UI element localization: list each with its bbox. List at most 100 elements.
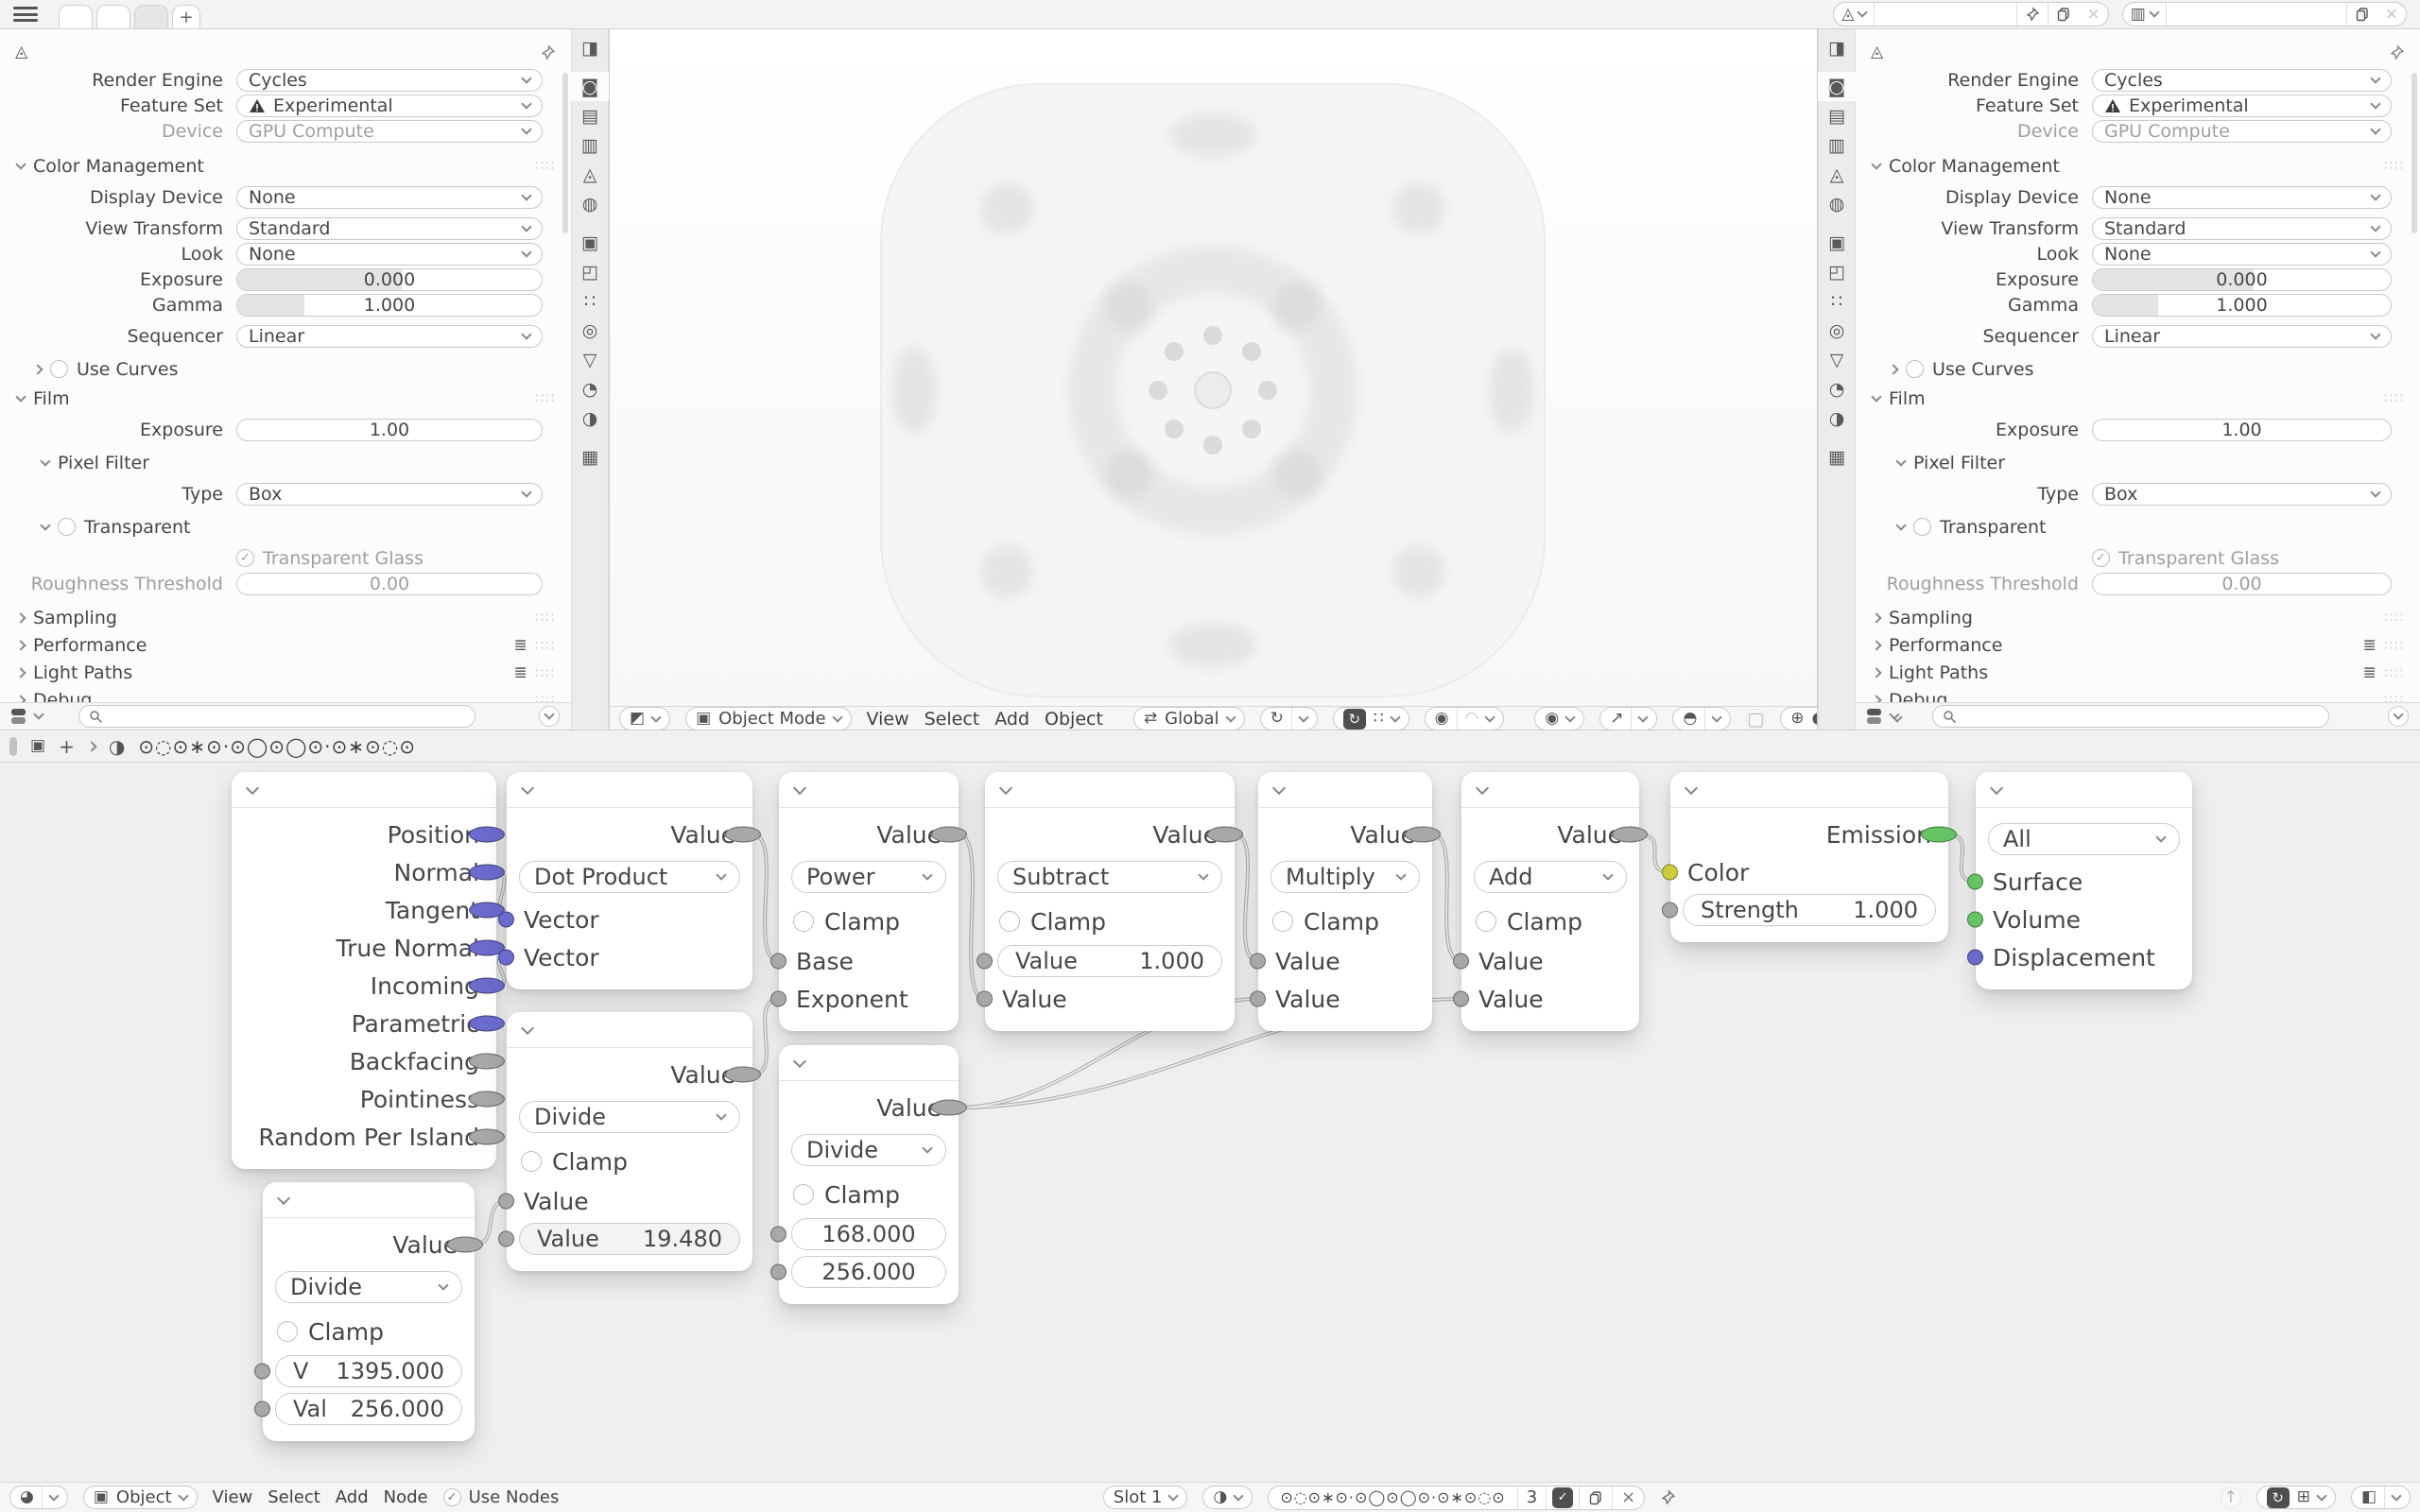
socket-value-in[interactable] [770,1226,786,1243]
tab-output-icon[interactable]: ▤ [1828,105,1845,127]
node-collapse-icon[interactable] [1976,772,2192,808]
clamp-checkbox[interactable] [277,1321,298,1342]
menu-view[interactable]: View [212,1487,253,1507]
filter-toggle-icon[interactable] [11,709,26,724]
node-math-add[interactable]: Value Add Clamp Value Value [1453,772,1648,1031]
operation-select[interactable]: Divide [519,1101,740,1133]
roughness-threshold-field[interactable]: 0.00 [2092,572,2392,595]
clamp-checkbox[interactable] [1476,911,1496,932]
section-sampling[interactable]: Sampling ∷∷ [1856,604,2420,631]
feature-set-select[interactable]: Experimental [236,94,543,117]
render-engine-select[interactable]: Cycles [236,68,543,92]
socket-exponent-in[interactable] [770,990,786,1007]
socket-value-out[interactable] [1405,826,1441,843]
pixel-filter-type-select[interactable]: Box [2092,482,2392,506]
section-sampling[interactable]: Sampling ∷∷ [0,604,571,631]
preset-list-icon[interactable]: ≣ [2362,662,2378,682]
material-slot-select[interactable]: Slot 1 [1102,1486,1188,1509]
value-field[interactable]: Val 256.000 [275,1393,462,1425]
look-select[interactable]: None [236,242,543,266]
operation-select[interactable]: Subtract [997,861,1222,893]
node-collapse-icon[interactable] [779,1045,959,1081]
node-math-subtract[interactable]: Value Subtract Clamp Value 1.000 Value [977,772,1243,1031]
viewport-3d[interactable]: ◩ ▣ Object Mode View Select Add Object ⇄ G… [610,29,1941,730]
clamp-checkbox[interactable] [793,1184,814,1205]
section-use-curves[interactable]: Use Curves [1856,356,2420,382]
operation-select[interactable]: Divide [275,1271,462,1303]
gamma-slider[interactable]: 1.000 [236,293,543,317]
workspace-tab-active[interactable] [134,5,168,28]
section-film[interactable]: Film ∷∷ [1856,386,2420,411]
transparent-checkbox[interactable] [58,518,76,536]
strength-field[interactable]: Strength 1.000 [1683,894,1936,926]
scene-selector[interactable]: ◬ × [1833,2,2109,26]
scrollbar[interactable] [562,73,568,233]
socket-value-in[interactable] [498,1230,514,1247]
tab-physics-icon[interactable]: ◎ [581,319,598,341]
node-math-divide-a[interactable]: Value Divide Clamp Value Value 19.480 [498,1012,761,1271]
roughness-threshold-field[interactable]: 0.00 [236,572,543,595]
section-color-management[interactable]: Color Management ∷∷ [1856,153,2420,179]
view-transform-select[interactable]: Standard [236,216,543,240]
device-select[interactable]: GPU Compute [236,119,543,143]
node-collapse-icon[interactable] [1461,772,1639,808]
tab-world-icon[interactable]: ◍ [1828,193,1845,215]
socket-value-out[interactable] [931,1099,967,1116]
feature-set-select[interactable]: Experimental [2092,94,2392,117]
menu-add[interactable]: Add [335,1487,369,1507]
menu-add[interactable]: Add [994,708,1030,730]
socket-value-out[interactable] [725,826,761,843]
display-device-select[interactable]: None [2092,185,2392,209]
exposure-slider[interactable]: 0.000 [2092,267,2392,291]
socket-surface-in[interactable] [1967,873,1983,890]
visibility-dropdown[interactable]: ◉ [1534,707,1585,730]
output-target-select[interactable]: All [1988,823,2180,855]
section-debug[interactable]: Debug ∷∷ [0,686,571,702]
film-exposure-field[interactable]: 1.00 [2092,418,2392,441]
tab-scene-icon[interactable]: ◬ [1829,163,1844,185]
node-vector-math-dot-product[interactable]: Value Dot Product Vector Vector [498,772,761,989]
node-collapse-icon[interactable] [1670,772,1948,808]
editor-corner-handle[interactable] [9,736,17,756]
pin-icon[interactable] [2017,3,2048,26]
pixel-filter-type-select[interactable]: Box [236,482,543,506]
tab-particles-icon[interactable]: ∷ [583,290,596,312]
section-performance[interactable]: Performance ≣ ∷∷ [1856,631,2420,659]
node-math-divide-c[interactable]: Value Divide Clamp V 1395.000 Val 256.000 [254,1182,483,1441]
node-material-output[interactable]: All Surface Volume Displacement [1967,772,2192,989]
socket-value-in[interactable] [1453,990,1469,1007]
fake-user-toggle[interactable]: ✓ [1546,1486,1579,1509]
node-collapse-icon[interactable] [1258,772,1432,808]
transform-orientation-select[interactable]: ⇄ Global [1132,707,1245,730]
tab-texture-icon[interactable]: ▦ [1828,446,1845,468]
tab-data-icon[interactable]: ◔ [1828,378,1845,400]
operation-select[interactable]: Dot Product [519,861,740,893]
operation-select[interactable]: Power [791,861,946,893]
tab-material-icon[interactable]: ◑ [581,407,598,429]
view-transform-select[interactable]: Standard [2092,216,2392,240]
tab-modifiers-icon[interactable]: ◰ [1828,261,1845,283]
socket-random-per-island[interactable] [469,1128,505,1145]
snapping-controls[interactable]: ↻ ∷ [1332,707,1409,730]
node-collapse-icon[interactable] [507,1012,752,1048]
section-use-curves[interactable]: Use Curves [0,356,571,382]
shading-wireframe-icon[interactable]: ⊕ [1790,709,1805,728]
socket-value-in[interactable] [770,1263,786,1280]
options-dropdown[interactable] [2388,706,2409,727]
node-math-power[interactable]: Value Power Clamp Base Exponent [770,772,967,1031]
operation-select[interactable]: Multiply [1270,861,1420,893]
tab-material-icon[interactable]: ◑ [1828,407,1845,429]
exposure-slider[interactable]: 0.000 [236,267,543,291]
preset-list-icon[interactable]: ≣ [513,662,529,682]
tab-tool-icon[interactable]: ◨ [1828,37,1845,59]
tab-render-icon[interactable]: ◙ [571,72,609,101]
tab-texture-icon[interactable]: ▦ [581,446,598,468]
add-workspace-tab[interactable]: + [172,5,200,28]
preset-list-icon[interactable]: ≣ [2362,635,2378,655]
node-math-divide-b[interactable]: Value Divide Clamp 168.000 256.000 [770,1045,967,1304]
menu-object[interactable]: Object [1045,708,1103,730]
filter-toggle-icon[interactable] [1867,709,1881,724]
value-field[interactable]: 168.000 [791,1218,946,1250]
pin-icon[interactable] [540,43,556,60]
section-film[interactable]: Film ∷∷ [0,386,571,411]
